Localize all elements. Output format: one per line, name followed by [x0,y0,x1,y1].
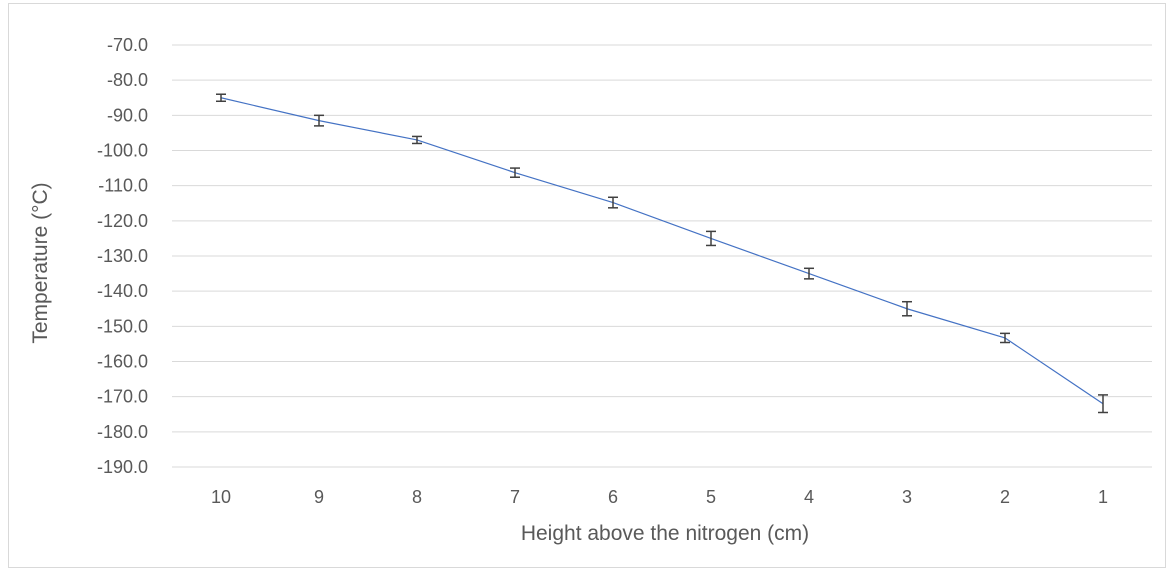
y-tick-label: -70.0 [107,35,148,55]
y-tick-label: -150.0 [97,316,148,336]
y-tick-label: -160.0 [97,352,148,372]
x-tick-label: 1 [1098,487,1108,507]
x-tick-label: 9 [314,487,324,507]
y-tick-label: -80.0 [107,70,148,90]
x-tick-label: 10 [211,487,231,507]
series-line [220,97,1104,405]
y-tick-label: -140.0 [97,281,148,301]
x-tick-label: 3 [902,487,912,507]
y-tick-label: -130.0 [97,246,148,266]
data-series [216,93,1108,414]
x-tick-label: 8 [412,487,422,507]
y-tick-label: -190.0 [97,457,148,477]
x-tick-labels: 10 9 8 7 6 5 4 3 2 1 [211,487,1108,507]
y-tick-label: -90.0 [107,105,148,125]
chart-frame [8,3,1166,568]
x-tick-label: 7 [510,487,520,507]
y-tick-label: -180.0 [97,422,148,442]
y-tick-label: -120.0 [97,211,148,231]
x-tick-label: 6 [608,487,618,507]
x-tick-label: 4 [804,487,814,507]
y-tick-label: -170.0 [97,387,148,407]
gridlines [172,44,1152,468]
y-tick-label: -100.0 [97,141,148,161]
y-axis-title: Temperature (°C) [29,182,52,343]
x-tick-label: 2 [1000,487,1010,507]
x-axis-title: Height above the nitrogen (cm) [521,522,809,545]
y-tick-label: -110.0 [98,176,148,196]
y-tick-labels: -190.0 -180.0 -170.0 -160.0 -150.0 -140.0 -130… [97,35,148,477]
x-tick-label: 5 [706,487,716,507]
